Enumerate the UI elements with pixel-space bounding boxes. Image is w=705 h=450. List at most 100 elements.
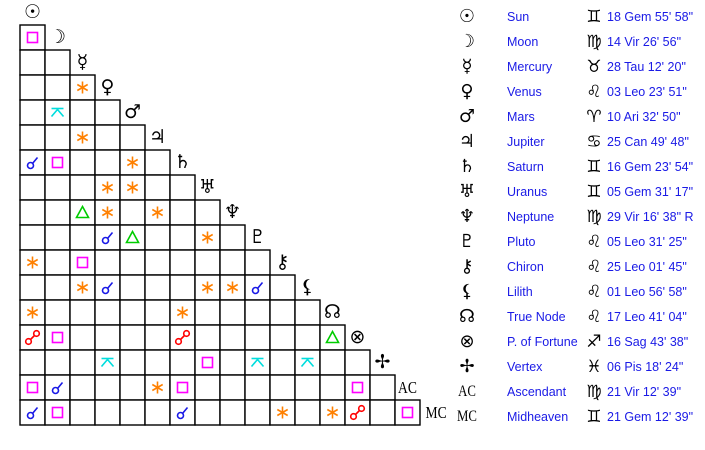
grid-cell	[44, 249, 71, 276]
planet-row-saturn: ♄ Saturn ♊ 16 Gem 23' 54"	[452, 155, 705, 180]
square-aspect-icon	[351, 381, 364, 394]
square-aspect-icon	[201, 356, 214, 369]
grid-cell	[44, 299, 71, 326]
grid-cell	[169, 199, 196, 226]
grid-cell	[94, 99, 121, 126]
grid-cell	[19, 199, 46, 226]
venus-icon: ♀	[100, 76, 115, 98]
sextile-aspect-icon	[76, 81, 89, 94]
grid-cell	[294, 299, 321, 326]
planet-name: P. of Fortune	[507, 335, 578, 349]
quincunx-aspect-icon	[250, 357, 265, 368]
planet-row-sun: ☉ Sun ♊ 18 Gem 55' 58"	[452, 5, 705, 30]
planet-row-midheaven: MC Midheaven ♊ 21 Gem 12' 39"	[452, 405, 705, 430]
uranus-icon: ♅	[458, 181, 476, 202]
grid-cell	[144, 249, 171, 276]
sextile-aspect-icon	[226, 281, 239, 294]
planet-position: 21 Gem 12' 39"	[607, 410, 694, 424]
grid-cell	[144, 349, 171, 376]
grid-cell	[44, 49, 71, 76]
opposition-aspect-icon	[24, 329, 41, 346]
planet-name: Uranus	[507, 185, 548, 199]
grid-cell	[194, 324, 221, 351]
grid-cell	[394, 399, 421, 426]
ascendant-icon: AC	[458, 383, 476, 400]
planet-name: Moon	[507, 35, 539, 49]
planet-position: 25 Leo 01' 45"	[607, 260, 687, 274]
grid-cell	[44, 74, 71, 101]
conjunction-aspect-icon	[101, 281, 114, 295]
grid-cell	[94, 149, 121, 176]
grid-cell	[344, 349, 371, 376]
grid-cell	[44, 349, 71, 376]
grid-cell	[244, 399, 271, 426]
mars-icon: ♂	[123, 101, 142, 123]
grid-cell	[94, 374, 121, 401]
planet-row-ascendant: AC Ascendant ♍ 21 Vir 12' 39"	[452, 380, 705, 405]
grid-cell	[69, 199, 96, 226]
planet-position: 21 Vir 12' 39"	[607, 385, 682, 399]
grid-cell	[69, 149, 96, 176]
true-node-icon: ☊	[459, 306, 475, 327]
grid-cell	[44, 274, 71, 301]
sun-icon: ☉	[458, 6, 476, 27]
planet-name: Jupiter	[507, 135, 545, 149]
grid-cell	[119, 274, 146, 301]
planet-position: 16 Gem 23' 54"	[607, 160, 694, 174]
zodiac-sign-icon: ♌	[586, 257, 602, 277]
grid-cell	[219, 324, 246, 351]
zodiac-sign-icon: ♋	[586, 132, 602, 152]
trine-aspect-icon	[125, 229, 140, 244]
planet-position: 14 Vir 26' 56"	[607, 35, 682, 49]
grid-cell	[144, 174, 171, 201]
moon-icon: ☽	[458, 31, 476, 52]
quincunx-aspect-icon	[300, 357, 315, 368]
conjunction-aspect-icon	[251, 281, 264, 295]
grid-cell	[369, 374, 396, 401]
aspect-grid	[19, 24, 421, 426]
grid-cell	[269, 349, 296, 376]
grid-cell	[219, 224, 246, 251]
pluto-icon: ♇	[248, 226, 267, 248]
lilith-icon: ⚸	[460, 281, 474, 302]
midheaven-icon: MC	[425, 403, 447, 422]
sextile-aspect-icon	[276, 406, 289, 419]
grid-cell	[69, 399, 96, 426]
saturn-icon: ♄	[173, 151, 192, 173]
grid-cell	[169, 224, 196, 251]
moon-icon: ☽	[48, 26, 67, 48]
grid-cell	[169, 274, 196, 301]
grid-cell	[144, 399, 171, 426]
grid-cell	[244, 249, 271, 276]
sextile-aspect-icon	[151, 381, 164, 394]
zodiac-sign-icon: ♌	[586, 82, 602, 102]
planet-name: Midheaven	[507, 410, 569, 424]
grid-cell	[69, 324, 96, 351]
grid-cell	[19, 349, 46, 376]
grid-cell	[19, 74, 46, 101]
mercury-icon: ☿	[76, 51, 89, 73]
grid-cell	[44, 399, 71, 426]
sextile-aspect-icon	[101, 206, 114, 219]
sun-icon: ☉	[23, 1, 42, 23]
sextile-aspect-icon	[76, 131, 89, 144]
grid-cell	[119, 349, 146, 376]
zodiac-sign-icon: ♊	[586, 182, 602, 202]
grid-cell	[144, 149, 171, 176]
square-aspect-icon	[26, 31, 39, 44]
planet-name: Chiron	[507, 260, 544, 274]
planet-name: Venus	[507, 85, 542, 99]
grid-cell	[219, 299, 246, 326]
grid-cell	[219, 399, 246, 426]
planet-position: 29 Vir 16' 38" R	[607, 210, 694, 224]
grid-cell	[144, 224, 171, 251]
sextile-aspect-icon	[26, 306, 39, 319]
square-aspect-icon	[26, 381, 39, 394]
planet-name: Ascendant	[507, 385, 567, 399]
zodiac-sign-icon: ♍	[586, 207, 602, 227]
planet-position: 25 Can 49' 48"	[607, 135, 689, 149]
planet-row-p-of-fortune: ⊗ P. of Fortune ♐ 16 Sag 43' 38"	[452, 330, 705, 355]
grid-cell	[219, 349, 246, 376]
grid-cell	[269, 299, 296, 326]
grid-cell	[69, 299, 96, 326]
